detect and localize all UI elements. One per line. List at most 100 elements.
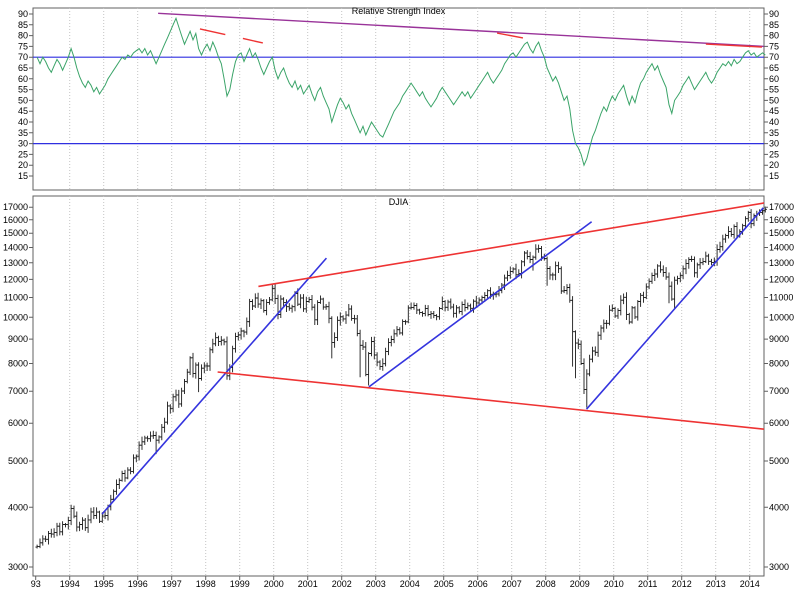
- djia-y-axis-label-left: 3000: [8, 562, 28, 572]
- x-axis-year-label: 1995: [94, 579, 114, 589]
- djia-y-axis-label-right: 6000: [769, 418, 789, 428]
- x-axis-year-label: 1996: [128, 579, 148, 589]
- djia-y-axis-label-left: 7000: [8, 386, 28, 396]
- djia-y-axis-label-right: 8000: [769, 359, 789, 369]
- djia-y-axis-label-left: 11000: [4, 292, 28, 302]
- djia-y-axis-label-left: 16000: [3, 215, 28, 225]
- djia-y-axis-label-right: 14000: [769, 242, 794, 252]
- rsi-y-axis-label-right: 55: [769, 85, 779, 95]
- rsi-y-axis-label-right: 50: [769, 95, 779, 105]
- djia-y-axis-label-right: 12000: [769, 274, 794, 284]
- rsi-y-axis-label-left: 70: [18, 52, 28, 62]
- djia-year-gridlines: [69, 196, 751, 576]
- rsi-y-axis-label-left: 15: [18, 171, 28, 181]
- x-axis-year-label: 2002: [332, 579, 352, 589]
- rsi-y-axis-label-left: 25: [18, 149, 28, 159]
- trendline-bull-support-1995-2001: [101, 257, 328, 515]
- djia-ohlc-open-ticks: [35, 210, 766, 548]
- rsi-y-axis-label-right: 20: [769, 160, 779, 170]
- rsi-line: [36, 16, 766, 167]
- x-axis-year-label: 2012: [672, 579, 692, 589]
- x-axis-year-label: 1998: [196, 579, 216, 589]
- x-axis-year-label: 2005: [434, 579, 454, 589]
- x-axis-year-label: 2003: [366, 579, 386, 589]
- rsi-y-axis-label-left: 60: [18, 74, 28, 84]
- x-axis-year-label: 2001: [298, 579, 318, 589]
- trendline-bull-support-2009-2014: [585, 207, 764, 410]
- djia-y-axis-label-left: 13000: [3, 258, 28, 268]
- rsi-y-axis-label-left: 45: [18, 106, 28, 116]
- rsi-y-axis-label-left: 55: [18, 85, 28, 95]
- rsi-y-axis-label-right: 35: [769, 128, 779, 138]
- trendline-rsi-divergence-2013: [705, 43, 762, 48]
- trendline-megaphone-lower-support: [217, 371, 765, 430]
- rsi-y-axis-label-right: 85: [769, 20, 779, 30]
- trendline-rsi-long-term-divergence: [158, 12, 765, 48]
- rsi-y-axis-label-right: 80: [769, 31, 779, 41]
- djia-y-axis-label-right: 7000: [769, 386, 789, 396]
- rsi-y-axis-label-right: 30: [769, 139, 779, 149]
- djia-ohlc-close-ticks: [37, 208, 767, 548]
- djia-y-axis-label-right: 10000: [769, 312, 794, 322]
- rsi-y-axis-label-left: 75: [18, 41, 28, 51]
- djia-y-axis-label-left: 10000: [3, 312, 28, 322]
- rsi-y-axis-label-left: 65: [18, 63, 28, 73]
- djia-y-axis-label-left: 5000: [8, 456, 28, 466]
- rsi-y-axis-label-left: 30: [18, 139, 28, 149]
- djia-y-axis-label-right: 13000: [769, 258, 794, 268]
- djia-y-axis-label-right: 3000: [769, 562, 789, 572]
- djia-y-axis-label-left: 15000: [3, 228, 28, 238]
- djia-panel-frame: [32, 195, 765, 577]
- rsi-y-axis-label-right: 90: [769, 9, 779, 19]
- djia-y-axis-label-left: 4000: [8, 502, 28, 512]
- x-axis-year-label: 2009: [570, 579, 590, 589]
- trendline-rsi-divergence-2007: [496, 32, 524, 39]
- x-axis-year-label: 2010: [604, 579, 624, 589]
- trendline-rsi-divergence-1997-1999: [199, 28, 263, 44]
- rsi-y-axis-label-right: 40: [769, 117, 779, 127]
- rsi-y-axis-label-right: 75: [769, 41, 779, 51]
- rsi-y-axis-label-right: 25: [769, 149, 779, 159]
- djia-y-axis-label-right: 11000: [769, 292, 793, 302]
- x-axis-year-label: 2006: [468, 579, 488, 589]
- rsi-y-axis-label-left: 35: [18, 128, 28, 138]
- x-axis-year-label: 2014: [740, 579, 760, 589]
- x-axis-year-label: 93: [31, 579, 41, 589]
- djia-y-axis-label-left: 8000: [8, 359, 28, 369]
- x-axis-year-label: 1999: [230, 579, 250, 589]
- djia-y-axis-label-right: 9000: [769, 334, 789, 344]
- djia-y-axis-label-right: 15000: [769, 228, 794, 238]
- rsi-y-axis-label-left: 90: [18, 9, 28, 19]
- axis-tick-marks: [29, 13, 768, 580]
- x-axis-year-label: 1994: [60, 579, 80, 589]
- rsi-y-axis-label-left: 40: [18, 117, 28, 127]
- djia-y-axis-label-left: 17000: [3, 202, 28, 212]
- rsi-y-axis-label-left: 20: [18, 160, 28, 170]
- rsi-y-axis-label-left: 80: [18, 31, 28, 41]
- x-axis-year-label: 2011: [638, 579, 657, 589]
- trendline-megaphone-upper-resistance: [258, 202, 765, 288]
- x-axis-year-label: 1997: [162, 579, 182, 589]
- rsi-y-axis-label-left: 85: [18, 20, 28, 30]
- djia-y-axis-label-right: 16000: [769, 215, 794, 225]
- rsi-y-axis-label-right: 15: [769, 171, 779, 181]
- rsi-y-axis-label-right: 65: [769, 63, 779, 73]
- x-axis-year-label: 2000: [264, 579, 284, 589]
- djia-y-axis-label-right: 17000: [769, 202, 794, 212]
- djia-y-axis-label-right: 5000: [769, 456, 789, 466]
- djia-y-axis-label-left: 12000: [3, 274, 28, 284]
- rsi-y-axis-label-left: 50: [18, 95, 28, 105]
- x-axis-year-label: 2007: [502, 579, 522, 589]
- rsi-y-axis-label-right: 60: [769, 74, 779, 84]
- trendline-bull-support-2002-2009: [368, 221, 593, 388]
- x-axis-year-label: 2013: [706, 579, 726, 589]
- djia-y-axis-label-right: 4000: [769, 502, 789, 512]
- x-axis-year-label: 2004: [400, 579, 420, 589]
- rsi-y-axis-label-right: 70: [769, 52, 779, 62]
- djia-y-axis-label-left: 14000: [3, 242, 28, 252]
- djia-y-axis-label-left: 9000: [8, 334, 28, 344]
- djia-y-axis-label-left: 6000: [8, 418, 28, 428]
- rsi-panel-frame: [32, 7, 765, 191]
- rsi-y-axis-label-right: 45: [769, 106, 779, 116]
